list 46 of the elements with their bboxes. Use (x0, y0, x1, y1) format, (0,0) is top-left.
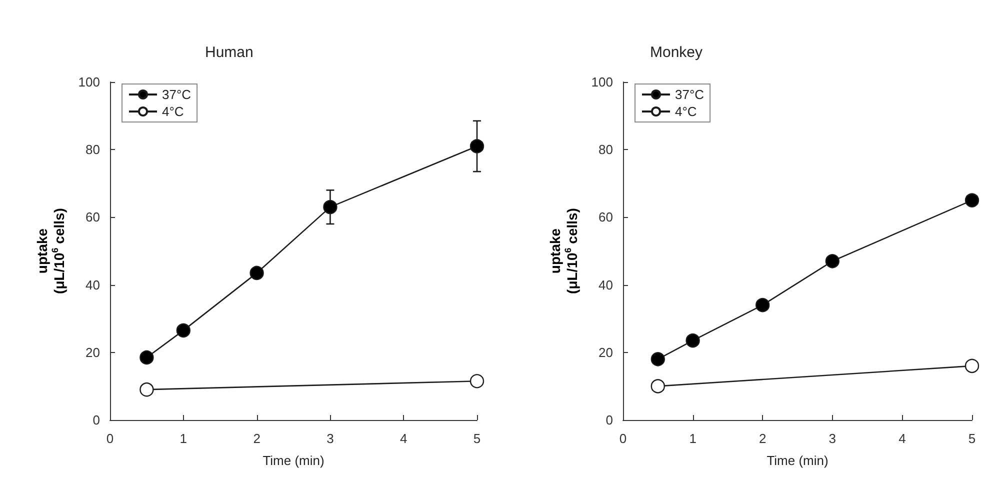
y-tick-label: 20 (598, 344, 613, 360)
legend-label: 37°C (162, 87, 192, 102)
point (650, 352, 665, 366)
x-tick-label: 0 (619, 431, 627, 446)
x-axis-title: Time (min) (766, 453, 828, 468)
x-tick-label: 1 (689, 431, 696, 446)
chart-title: Monkey (650, 44, 704, 61)
point (250, 266, 264, 280)
point (964, 358, 980, 374)
x-tick-label: 4 (898, 431, 906, 446)
legend-label: 4°C (675, 104, 697, 119)
x-tick-label: 3 (828, 431, 836, 446)
x-tick-label: 5 (473, 431, 481, 446)
y-tick-label: 40 (598, 277, 613, 292)
x-tick-label: 5 (968, 431, 976, 446)
y-tick-label: 100 (78, 74, 100, 90)
y-tick-label: 40 (86, 277, 100, 292)
y-tick-label: 100 (591, 74, 613, 90)
chart-title: Human (205, 44, 254, 61)
x-tick-label: 3 (326, 431, 334, 446)
x-tick-label: 1 (180, 431, 188, 446)
y-tick-label: 60 (86, 210, 100, 225)
y-tick-label: 60 (598, 210, 613, 225)
point (964, 193, 980, 208)
point (686, 333, 700, 348)
legend-label: 4°C (162, 104, 184, 119)
x-tick-label: 2 (253, 431, 260, 446)
point (176, 323, 190, 338)
x-tick-label: 2 (758, 431, 766, 446)
x-tick-label: 0 (106, 431, 114, 446)
legend-label: 37°C (675, 87, 704, 102)
x-tick-label: 4 (400, 431, 408, 446)
y-tick-label: 0 (606, 412, 613, 428)
x-axis-title: Time (min) (262, 453, 324, 468)
point (323, 200, 338, 214)
point (140, 382, 154, 397)
point (650, 379, 665, 394)
y-tick-label: 80 (86, 142, 100, 158)
y-tick-label: 0 (92, 412, 100, 428)
point (756, 298, 770, 312)
y-tick-label: 20 (86, 344, 100, 360)
point (825, 254, 840, 268)
point (470, 139, 484, 154)
point (140, 350, 154, 365)
y-tick-label: 80 (598, 142, 613, 158)
point (470, 374, 484, 388)
